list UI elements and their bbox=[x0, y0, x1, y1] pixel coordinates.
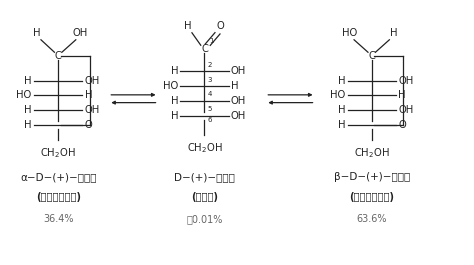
Text: 4: 4 bbox=[208, 91, 212, 98]
Text: H: H bbox=[24, 76, 32, 86]
Text: 5: 5 bbox=[208, 106, 212, 112]
Text: H: H bbox=[85, 90, 92, 100]
Text: O: O bbox=[217, 21, 225, 31]
Text: β−D−(+)−葡萄糖: β−D−(+)−葡萄糖 bbox=[334, 172, 410, 182]
Text: H: H bbox=[171, 96, 178, 106]
Text: D−(+)−葡萄糖: D−(+)−葡萄糖 bbox=[174, 172, 235, 182]
Text: H: H bbox=[390, 28, 398, 38]
Text: OH: OH bbox=[398, 76, 413, 86]
Text: O: O bbox=[85, 120, 92, 130]
Text: C: C bbox=[55, 51, 62, 61]
Text: (开镔式): (开镔式) bbox=[191, 192, 218, 202]
Text: OH: OH bbox=[73, 28, 88, 38]
Text: C: C bbox=[201, 44, 208, 54]
Text: OH: OH bbox=[85, 76, 100, 86]
Text: H: H bbox=[338, 76, 345, 86]
Text: 36.4%: 36.4% bbox=[43, 214, 73, 224]
Text: H: H bbox=[171, 67, 178, 77]
Text: 约0.01%: 约0.01% bbox=[186, 214, 223, 224]
Text: H: H bbox=[338, 120, 345, 130]
Text: 2: 2 bbox=[208, 62, 212, 68]
Text: HO: HO bbox=[330, 90, 345, 100]
Text: 1: 1 bbox=[209, 38, 214, 44]
Text: 6: 6 bbox=[208, 117, 212, 123]
Text: CH$_2$OH: CH$_2$OH bbox=[354, 146, 390, 160]
Text: O: O bbox=[398, 120, 406, 130]
Text: H: H bbox=[184, 21, 192, 31]
Text: H: H bbox=[24, 120, 32, 130]
Text: C: C bbox=[368, 51, 375, 61]
Text: CH$_2$OH: CH$_2$OH bbox=[187, 141, 222, 154]
Text: (环形半缩醉式): (环形半缩醉式) bbox=[36, 192, 81, 202]
Text: H: H bbox=[338, 105, 345, 115]
Text: OH: OH bbox=[231, 67, 246, 77]
Text: CH$_2$OH: CH$_2$OH bbox=[40, 146, 76, 160]
Text: H: H bbox=[24, 105, 32, 115]
Text: 63.6%: 63.6% bbox=[356, 214, 387, 224]
Text: OH: OH bbox=[85, 105, 100, 115]
Text: OH: OH bbox=[231, 111, 246, 121]
Text: (环形半缩醉式): (环形半缩醉式) bbox=[349, 192, 394, 202]
Text: H: H bbox=[33, 28, 40, 38]
Text: H: H bbox=[231, 81, 238, 91]
Text: HO: HO bbox=[17, 90, 32, 100]
Text: OH: OH bbox=[231, 96, 246, 106]
Text: α−D−(+)−葡萄糖: α−D−(+)−葡萄糖 bbox=[20, 172, 96, 182]
Text: OH: OH bbox=[398, 105, 413, 115]
Text: H: H bbox=[398, 90, 406, 100]
Text: H: H bbox=[171, 111, 178, 121]
Text: HO: HO bbox=[163, 81, 178, 91]
Text: HO: HO bbox=[342, 28, 357, 38]
Text: 3: 3 bbox=[208, 77, 212, 83]
